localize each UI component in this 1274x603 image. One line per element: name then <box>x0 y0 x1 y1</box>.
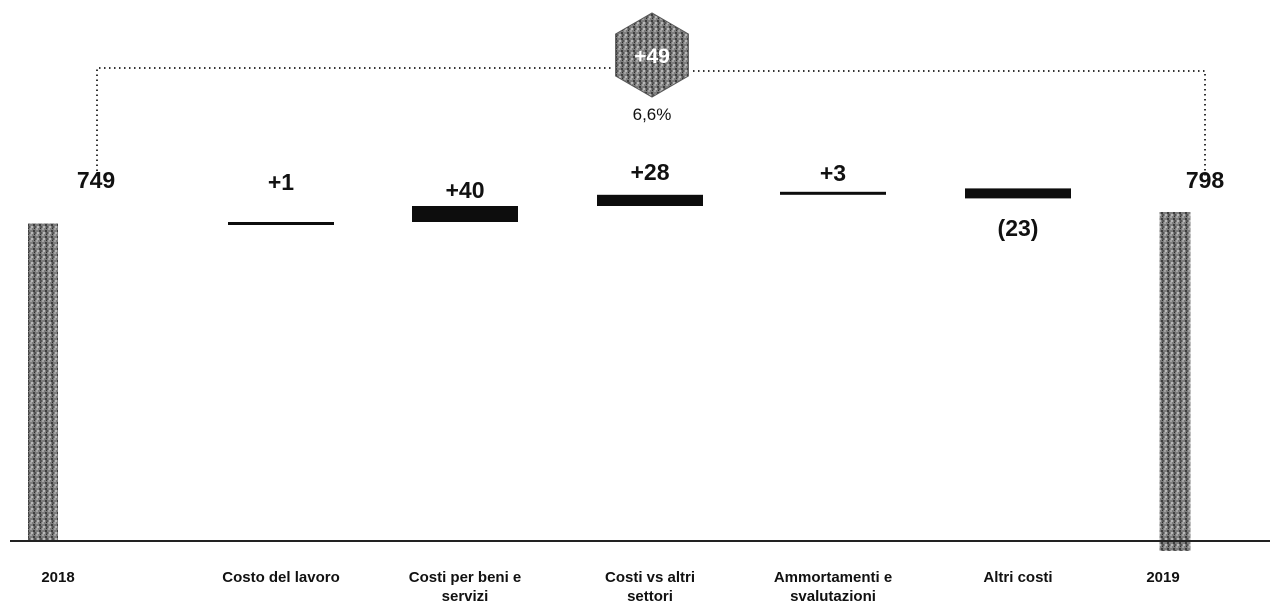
value-label-altri-costi: (23) <box>998 215 1039 241</box>
bar-total-2019 <box>1159 212 1191 551</box>
category-label-ammortamenti-e-svalutazioni: Ammortamenti e svalutazioni <box>774 569 892 603</box>
category-label-costi-per-beni-e-servizi: Costi per beni e servizi <box>409 569 522 603</box>
bar-delta-altri-costi <box>965 188 1071 199</box>
category-label-2018: 2018 <box>41 569 74 586</box>
value-label-costi-per-beni-e-servizi: +40 <box>445 177 484 203</box>
category-label-costi-vs-altri-settori: Costi vs altri settori <box>605 569 695 603</box>
bar-delta-costi-vs-altri-settori <box>597 194 703 206</box>
bracket-left-line <box>96 67 612 176</box>
value-labels-layer: 749 +1 +40 +28 +3 (23) 798 <box>77 159 1225 241</box>
total-change-percent: 6,6% <box>633 105 672 124</box>
hexagon-badge-icon <box>615 12 689 98</box>
bar-total-2018 <box>28 223 58 540</box>
value-label-costi-vs-altri-settori: +28 <box>630 159 669 185</box>
total-change-label: +49 <box>634 45 670 68</box>
value-label-2019: 798 <box>1186 167 1225 193</box>
bar-delta-ammortamenti-e-svalutazioni <box>780 191 886 195</box>
category-label-altri-costi: Altri costi <box>983 569 1052 586</box>
bars-layer <box>28 188 1191 551</box>
bar-delta-costo-del-lavoro <box>228 222 334 225</box>
category-label-costo-del-lavoro: Costo del lavoro <box>222 569 340 586</box>
bar-delta-costi-per-beni-e-servizi <box>412 206 518 222</box>
value-label-ammortamenti-e-svalutazioni: +3 <box>820 160 846 186</box>
value-label-2018: 749 <box>77 167 115 193</box>
bracket-right-line <box>693 70 1206 176</box>
total-change-bracket <box>96 67 1206 176</box>
total-change-badge: +49 6,6% <box>615 12 689 124</box>
category-label-2019: 2019 <box>1146 569 1179 586</box>
value-label-costo-del-lavoro: +1 <box>268 169 294 195</box>
category-labels-layer: 2018 Costo del lavoro Costi per beni e serv… <box>41 569 1179 603</box>
